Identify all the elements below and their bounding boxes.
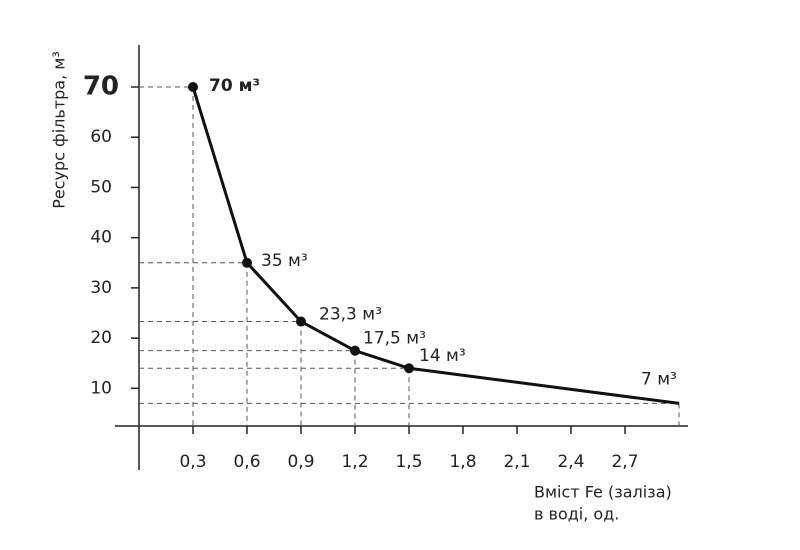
x-tick-label: 0,3 xyxy=(179,452,206,472)
x-tick-label: 1,8 xyxy=(449,452,476,472)
x-tick-label: 1,2 xyxy=(341,452,368,472)
y-tick-label: 20 xyxy=(90,328,112,348)
data-point xyxy=(296,316,306,327)
x-tick-label: 1,5 xyxy=(395,452,422,472)
data-point xyxy=(242,257,252,268)
x-axis-label: Вміст Fe (заліза) xyxy=(534,483,672,502)
x-tick-label: 0,9 xyxy=(287,452,314,472)
data-point xyxy=(404,363,414,374)
y-tick-label: 40 xyxy=(90,228,112,248)
data-label: 35 м³ xyxy=(261,251,308,271)
data-label: 7 м³ xyxy=(641,369,677,389)
x-tick-label: 2,4 xyxy=(557,452,584,472)
y-tick-label: 10 xyxy=(90,378,112,398)
x-axis-label: в воді, од. xyxy=(534,505,619,524)
data-label: 17,5 м³ xyxy=(363,329,426,349)
x-tick-label: 0,6 xyxy=(233,452,260,472)
x-tick-label: 2,7 xyxy=(611,452,638,472)
data-point xyxy=(350,345,360,356)
data-label: 70 м³ xyxy=(209,76,260,96)
y-tick-label: 50 xyxy=(90,177,112,197)
data-label: 23,3 м³ xyxy=(319,305,382,325)
y-tick-label: 30 xyxy=(90,278,112,298)
y-tick-label: 70 xyxy=(83,72,119,102)
data-point xyxy=(188,82,198,92)
data-label: 14 м³ xyxy=(419,346,466,366)
y-axis-label: Ресурс фільтра, м³ xyxy=(50,51,69,209)
y-tick-label: 60 xyxy=(90,127,112,147)
data-line xyxy=(191,86,680,405)
x-tick-label: 2,1 xyxy=(503,452,530,472)
